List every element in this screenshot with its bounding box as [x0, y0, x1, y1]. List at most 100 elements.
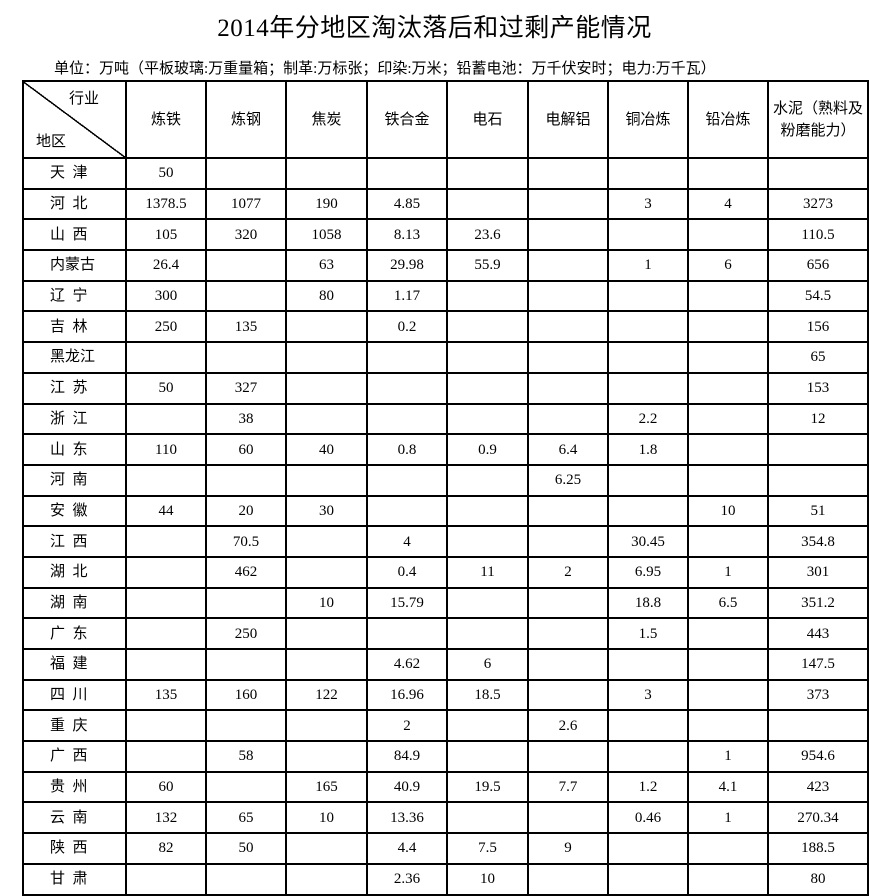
column-header: 炼铁: [125, 80, 207, 159]
table-row: 山 西 105 320 1058 8.13 23.6 110.5: [22, 218, 869, 252]
value-cell: [446, 709, 529, 743]
value-cell: [125, 555, 207, 589]
capacity-table: 行业 地区 炼铁 炼钢 焦炭 铁合金 电石 电解铝 铜冶炼 铅冶炼 水泥（熟料及粉磨能力） 天 …: [22, 80, 869, 896]
value-cell: 1: [687, 801, 769, 835]
value-cell: 50: [205, 832, 287, 865]
value-cell: 10: [285, 586, 368, 620]
value-cell: 188.5: [767, 832, 869, 865]
region-cell: 陕 西: [22, 832, 127, 865]
value-cell: 6: [446, 648, 529, 681]
column-header: 铅冶炼: [687, 80, 769, 159]
table-row: 湖 南 10 15.79 18.8 6.5 351.2: [22, 586, 869, 620]
value-cell: [446, 617, 529, 650]
value-cell: 80: [767, 862, 869, 896]
value-cell: [205, 709, 287, 743]
value-cell: [607, 157, 689, 190]
value-cell: 12: [767, 402, 869, 436]
table-row: 内蒙古 26.4 63 29.98 55.9 1 6 656: [22, 249, 869, 282]
value-cell: 8.13: [366, 218, 448, 252]
value-cell: [285, 617, 368, 650]
value-cell: [446, 310, 529, 344]
region-cell: 山 东: [22, 433, 127, 466]
value-cell: [285, 463, 368, 497]
region-cell: 吉 林: [22, 310, 127, 344]
value-cell: [205, 463, 287, 497]
value-cell: 4.4: [366, 832, 448, 865]
value-cell: [366, 341, 448, 374]
value-cell: 65: [767, 341, 869, 374]
unit-note: 单位：万吨（平板玻璃:万重量箱；制革:万标张；印染:万米；铅蓄电池：万千伏安时；…: [54, 61, 716, 77]
value-cell: 6.5: [687, 586, 769, 620]
value-cell: 3: [607, 187, 689, 221]
table-row: 吉 林 250 135 0.2 156: [22, 310, 869, 344]
value-cell: 70.5: [205, 525, 287, 558]
table-row: 江 苏 50 327 153: [22, 371, 869, 405]
region-cell: 广 东: [22, 617, 127, 650]
value-cell: 1.8: [607, 433, 689, 466]
value-cell: 26.4: [125, 249, 207, 282]
value-cell: [125, 341, 207, 374]
value-cell: 50: [125, 157, 207, 190]
value-cell: 40.9: [366, 770, 448, 804]
page-title: 2014年分地区淘汰落后和过剩产能情况: [217, 15, 652, 42]
column-header: 水泥（熟料及粉磨能力）: [767, 80, 869, 159]
value-cell: [527, 218, 609, 252]
value-cell: [205, 770, 287, 804]
value-cell: [125, 617, 207, 650]
value-cell: [607, 862, 689, 896]
value-cell: 60: [125, 770, 207, 804]
value-cell: [687, 218, 769, 252]
value-cell: [527, 310, 609, 344]
value-cell: 55.9: [446, 249, 529, 282]
value-cell: [607, 341, 689, 374]
value-cell: 3273: [767, 187, 869, 221]
value-cell: [285, 157, 368, 190]
value-cell: [446, 586, 529, 620]
value-cell: [446, 157, 529, 190]
value-cell: [527, 187, 609, 221]
column-header: 电石: [446, 80, 529, 159]
value-cell: [446, 371, 529, 405]
value-cell: 3: [607, 678, 689, 712]
value-cell: 7.7: [527, 770, 609, 804]
value-cell: [607, 709, 689, 743]
table-row: 山 东 110 60 40 0.8 0.9 6.4 1.8: [22, 433, 869, 466]
value-cell: [687, 617, 769, 650]
value-cell: [125, 586, 207, 620]
value-cell: [366, 157, 448, 190]
value-cell: 4.1: [687, 770, 769, 804]
value-cell: 10: [446, 862, 529, 896]
region-cell: 广 西: [22, 740, 127, 773]
value-cell: [607, 218, 689, 252]
region-cell: 甘 肃: [22, 862, 127, 896]
table-row: 陕 西 82 50 4.4 7.5 9 188.5: [22, 832, 869, 865]
value-cell: 354.8: [767, 525, 869, 558]
table-row: 黑龙江 65: [22, 341, 869, 374]
table-row: 辽 宁 300 80 1.17 54.5: [22, 279, 869, 313]
column-header: 炼钢: [205, 80, 287, 159]
value-cell: 63: [285, 249, 368, 282]
region-cell: 湖 南: [22, 586, 127, 620]
value-cell: 270.34: [767, 801, 869, 835]
value-cell: [687, 525, 769, 558]
value-cell: [205, 586, 287, 620]
value-cell: 20: [205, 494, 287, 528]
industry-label: 行业: [68, 91, 99, 107]
value-cell: 58: [205, 740, 287, 773]
value-cell: [687, 279, 769, 313]
value-cell: [125, 402, 207, 436]
value-cell: 1: [687, 555, 769, 589]
value-cell: 10: [285, 801, 368, 835]
value-cell: [446, 341, 529, 374]
column-header: 铁合金: [366, 80, 448, 159]
value-cell: 443: [767, 617, 869, 650]
value-cell: [607, 463, 689, 497]
value-cell: [285, 525, 368, 558]
region-cell: 四 川: [22, 678, 127, 712]
value-cell: [125, 740, 207, 773]
value-cell: [446, 525, 529, 558]
value-cell: 373: [767, 678, 869, 712]
value-cell: 60: [205, 433, 287, 466]
value-cell: [527, 525, 609, 558]
value-cell: 84.9: [366, 740, 448, 773]
